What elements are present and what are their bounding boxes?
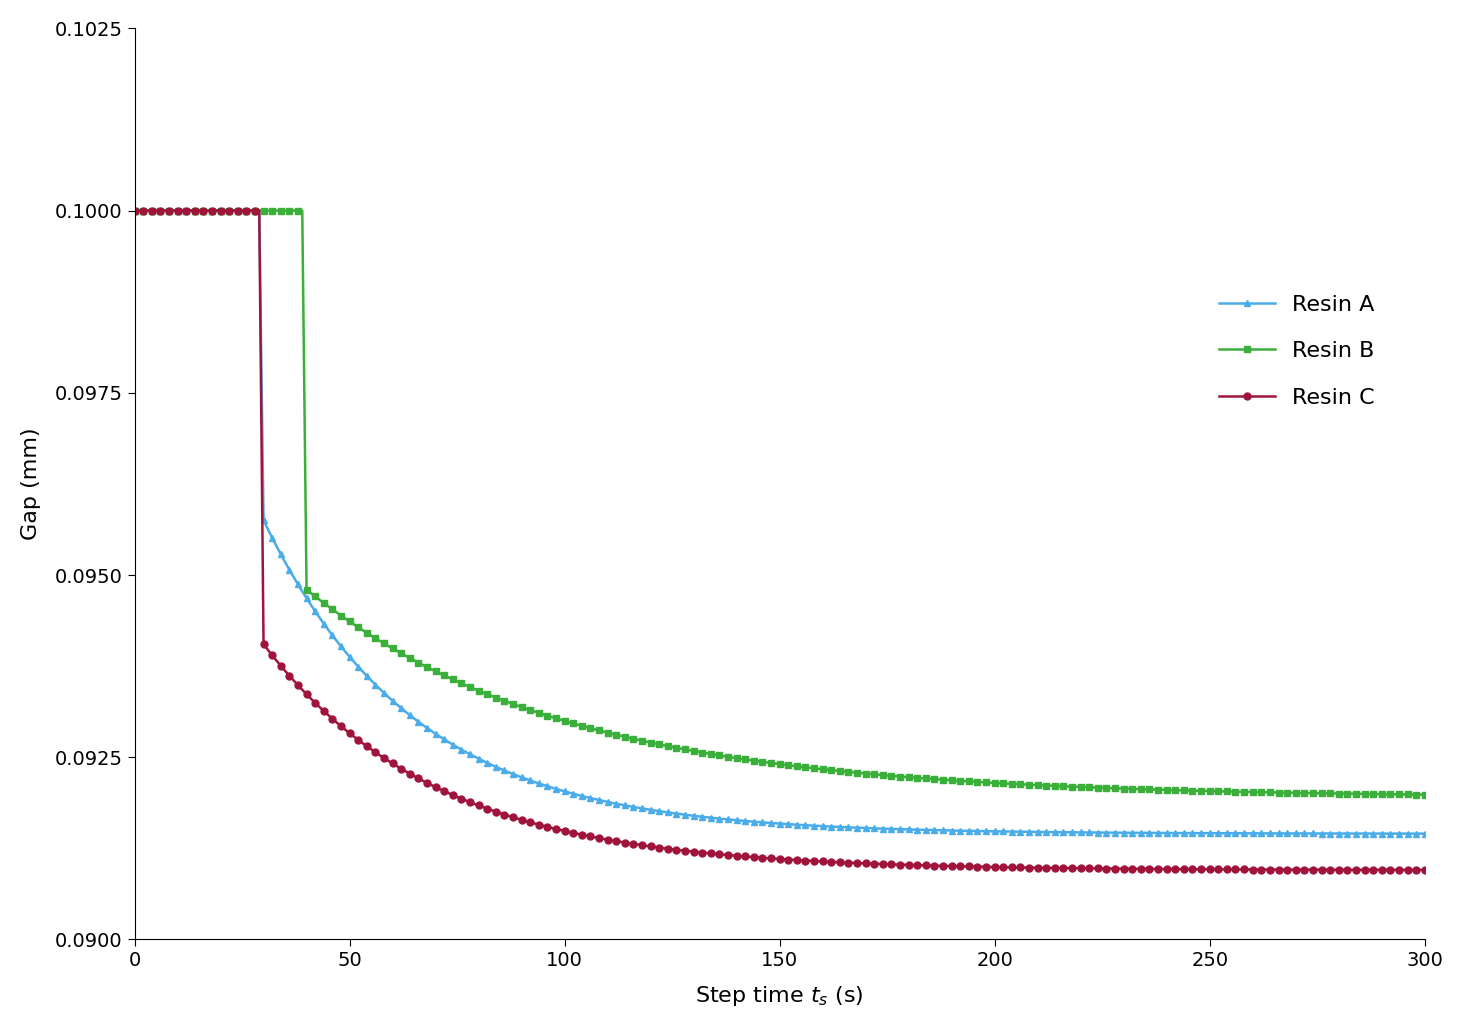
- Line: Resin C: Resin C: [132, 207, 1429, 874]
- Resin C: [1416, 863, 1433, 876]
- Line: Resin A: Resin A: [132, 207, 1429, 838]
- Resin A: [1322, 827, 1340, 840]
- Resin B: [126, 205, 143, 217]
- Resin C: [126, 205, 143, 217]
- Resin C: [1007, 861, 1025, 874]
- Resin C: [1214, 863, 1231, 876]
- Resin A: [1214, 827, 1231, 840]
- Resin B: [646, 738, 663, 750]
- Resin B: [1214, 785, 1231, 797]
- Legend: Resin A, Resin B, Resin C: Resin A, Resin B, Resin C: [1220, 294, 1375, 407]
- Resin C: [646, 841, 663, 853]
- Resin B: [1007, 778, 1025, 790]
- Resin A: [126, 205, 143, 217]
- Resin C: [1322, 863, 1340, 876]
- Resin B: [1322, 787, 1340, 800]
- X-axis label: Step time $t_s$ (s): Step time $t_s$ (s): [695, 984, 864, 1008]
- Resin A: [646, 805, 663, 817]
- Resin A: [1140, 826, 1158, 839]
- Y-axis label: Gap (mm): Gap (mm): [20, 428, 41, 540]
- Resin C: [1140, 862, 1158, 875]
- Resin B: [1416, 788, 1433, 801]
- Line: Resin B: Resin B: [132, 207, 1429, 799]
- Resin A: [690, 810, 707, 822]
- Resin A: [1007, 825, 1025, 838]
- Resin C: [690, 846, 707, 858]
- Resin B: [1140, 783, 1158, 795]
- Resin A: [1416, 827, 1433, 840]
- Resin B: [690, 746, 707, 758]
